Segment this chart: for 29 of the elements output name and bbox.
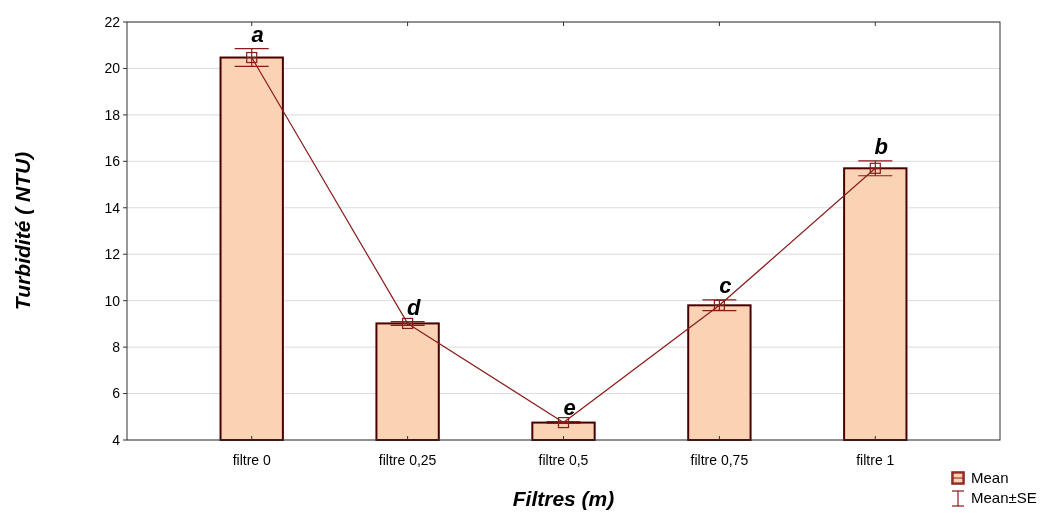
x-tick-label: filtre 0,25: [378, 452, 437, 468]
point: [713, 299, 725, 311]
y-tick-label: 6: [112, 385, 121, 402]
x-tick-label: filtre 1: [856, 452, 895, 468]
y-axis-title: Turbidité ( NTU): [11, 151, 34, 311]
annotation: a: [251, 21, 264, 47]
x-axis-title: Filtres (m): [512, 487, 615, 510]
point: [557, 416, 570, 429]
y-tick-label: 16: [104, 153, 121, 170]
point: [246, 51, 258, 64]
legend-label: Mean: [971, 469, 1009, 487]
y-tick-label: 10: [104, 292, 121, 309]
text: Mean±SE: [971, 489, 1037, 507]
y-tick-label: 20: [104, 60, 121, 77]
point: [402, 317, 414, 330]
annotation: e: [563, 394, 576, 420]
y-tick-label: 12: [104, 246, 121, 263]
y-tick-label: 4: [112, 431, 121, 448]
x-tick-label: filtre 0,75: [690, 452, 749, 468]
y-tick-label: 8: [112, 339, 121, 356]
annotation: c: [719, 272, 732, 298]
point: [869, 162, 881, 174]
x-tick-label: filtre 0: [232, 452, 271, 468]
y-tick-label: 14: [104, 199, 121, 216]
y-tick-label: 22: [104, 13, 121, 30]
y-tick-label: 18: [104, 106, 121, 123]
annotation: d: [406, 294, 421, 320]
x-tick-label: filtre 0,5: [538, 452, 589, 468]
annotation: b: [874, 133, 889, 159]
